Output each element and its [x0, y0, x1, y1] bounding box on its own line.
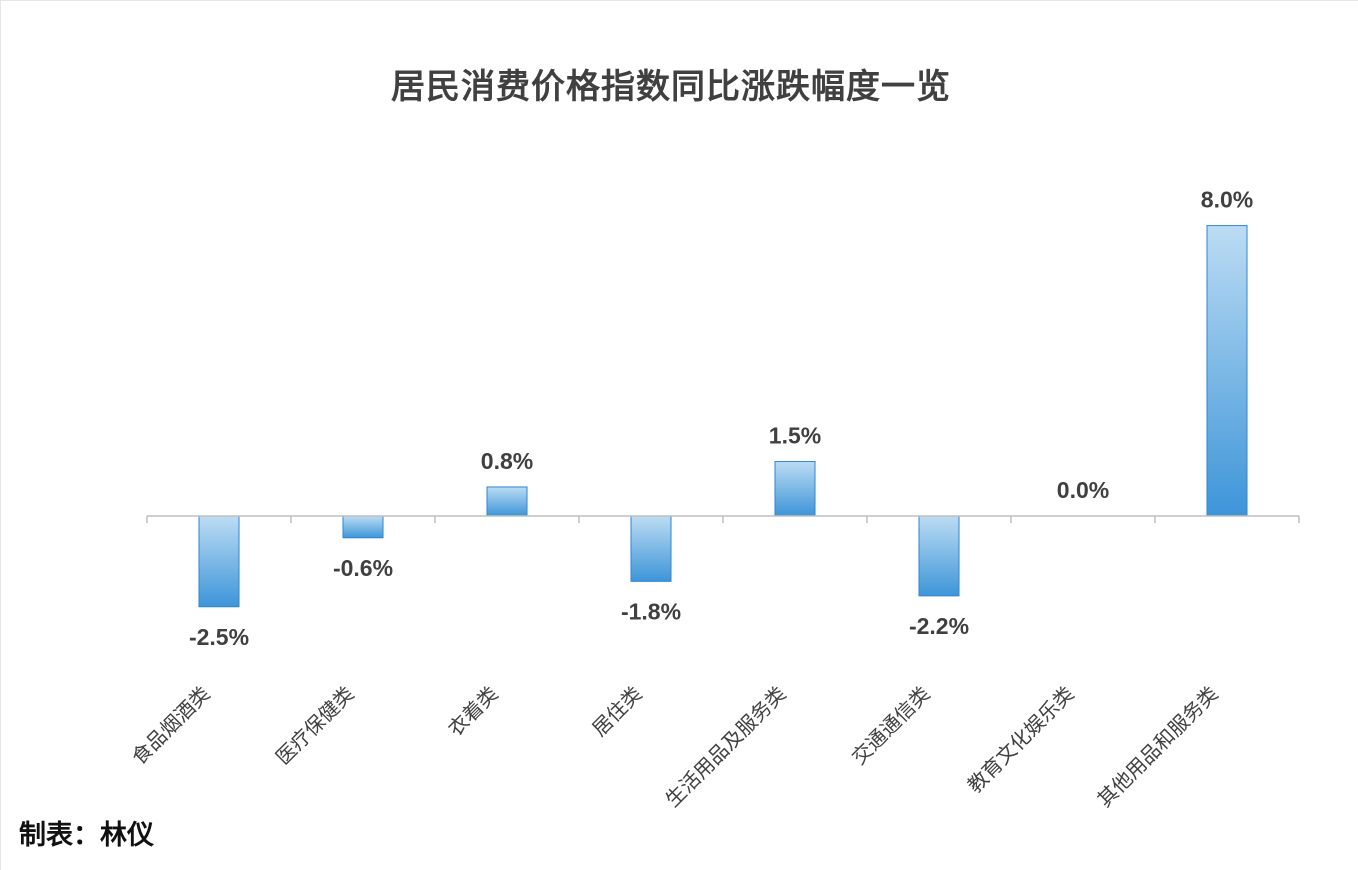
category-label-3: 衣着类 [443, 682, 502, 741]
category-label-6: 交通通信类 [847, 682, 935, 770]
bar-1 [198, 515, 240, 608]
value-label-1: -2.5% [189, 624, 249, 650]
bar-4 [630, 515, 672, 582]
category-label-5: 生活用品及服务类 [660, 682, 790, 812]
category-label-1: 食品烟酒类 [127, 682, 215, 770]
credit-text: 制表：林仪 [19, 820, 154, 851]
bar-6 [918, 515, 960, 597]
chart-title: 居民消费价格指数同比涨跌幅度一览 [391, 67, 951, 107]
value-label-8: 8.0% [1201, 187, 1253, 213]
value-label-5: 1.5% [769, 423, 821, 449]
value-label-3: 0.8% [481, 448, 533, 474]
value-label-6: -2.2% [909, 613, 969, 639]
category-label-2: 医疗保健类 [271, 682, 359, 770]
bar-2 [342, 515, 384, 539]
value-label-2: -0.6% [333, 555, 393, 581]
bar-8 [1206, 225, 1248, 517]
value-label-7: 0.0% [1057, 477, 1109, 503]
category-label-4: 居住类 [587, 682, 646, 741]
bar-5 [774, 461, 816, 517]
category-label-7: 教育文化娱乐类 [963, 682, 1079, 798]
category-label-8: 其他用品和服务类 [1092, 682, 1222, 812]
value-label-4: -1.8% [621, 598, 681, 624]
bar-3 [486, 486, 528, 517]
